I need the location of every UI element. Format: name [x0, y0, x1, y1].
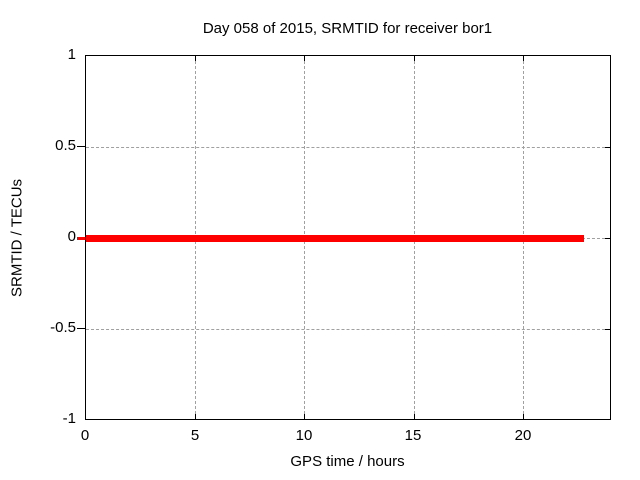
axis-tick — [605, 147, 610, 148]
y-tick-label: -1 — [62, 410, 76, 427]
y-tick-label: 0 — [67, 228, 76, 245]
x-tick-label: 20 — [514, 427, 532, 444]
y-tick-label: 0.5 — [55, 137, 76, 154]
plot-area — [85, 55, 611, 420]
axis-tick — [77, 146, 85, 147]
x-tick-label: 0 — [80, 427, 90, 444]
axis-tick — [195, 56, 196, 61]
axis-tick — [605, 329, 610, 330]
y-tick-label: 1 — [67, 46, 76, 63]
axis-tick — [414, 56, 415, 61]
axis-tick — [77, 328, 85, 329]
axis-tick — [195, 414, 196, 419]
chart-title: Day 058 of 2015, SRMTID for receiver bor… — [202, 20, 493, 37]
x-tick-label: 10 — [295, 427, 313, 444]
axis-tick — [304, 414, 305, 419]
y-tick-label: -0.5 — [50, 319, 76, 336]
x-tick-label: 5 — [190, 427, 200, 444]
axis-tick — [523, 56, 524, 61]
data-series-start-cap — [77, 237, 85, 240]
axis-tick — [414, 414, 415, 419]
axis-tick — [605, 238, 610, 239]
x-axis-label: GPS time / hours — [290, 453, 405, 470]
axis-tick — [304, 56, 305, 61]
h-gridline — [86, 329, 610, 330]
h-gridline — [86, 147, 610, 148]
axis-tick — [523, 414, 524, 419]
data-series-line — [86, 235, 584, 242]
x-tick-label: 15 — [404, 427, 422, 444]
